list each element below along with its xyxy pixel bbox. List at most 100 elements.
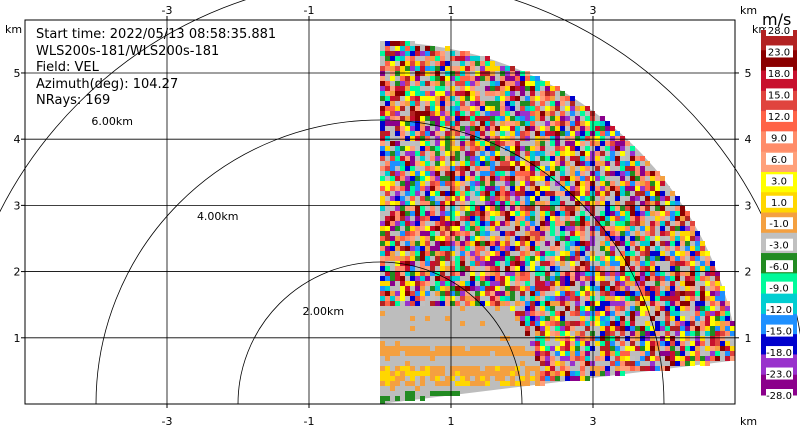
velocity-cell <box>540 321 545 326</box>
velocity-cell <box>470 61 475 66</box>
velocity-cell <box>615 296 620 301</box>
velocity-cell <box>380 341 385 346</box>
velocity-cell <box>500 91 505 96</box>
velocity-cell <box>465 381 470 386</box>
velocity-cell <box>635 246 640 251</box>
velocity-cell <box>730 321 735 326</box>
velocity-cell <box>555 326 560 331</box>
velocity-cell <box>420 251 425 256</box>
velocity-cell <box>405 346 410 351</box>
velocity-cell <box>410 381 415 386</box>
velocity-cell <box>400 371 405 376</box>
x-tick-label-top: -3 <box>162 4 173 17</box>
velocity-cell <box>450 161 455 166</box>
velocity-cell <box>420 171 425 176</box>
velocity-cell <box>630 181 635 186</box>
velocity-cell <box>405 216 410 221</box>
velocity-cell <box>420 226 425 231</box>
velocity-cell <box>455 51 460 56</box>
velocity-cell <box>445 191 450 196</box>
velocity-cell <box>600 166 605 171</box>
velocity-cell <box>570 106 575 111</box>
velocity-cell <box>670 236 675 241</box>
velocity-cell <box>435 56 440 61</box>
velocity-cell <box>430 206 435 211</box>
velocity-cell <box>610 296 615 301</box>
velocity-cell <box>390 171 395 176</box>
velocity-cell <box>590 296 595 301</box>
velocity-cell <box>545 271 550 276</box>
velocity-cell <box>555 361 560 366</box>
velocity-cell <box>400 286 405 291</box>
velocity-cell <box>455 346 460 351</box>
velocity-cell <box>475 291 480 296</box>
velocity-cell <box>415 251 420 256</box>
velocity-cell <box>480 206 485 211</box>
velocity-cell <box>380 146 385 151</box>
velocity-cell <box>505 126 510 131</box>
velocity-cell <box>580 181 585 186</box>
velocity-cell <box>455 71 460 76</box>
velocity-cell <box>480 301 485 306</box>
velocity-cell <box>435 151 440 156</box>
velocity-cell <box>615 196 620 201</box>
velocity-cell <box>590 331 595 336</box>
velocity-cell <box>560 231 565 236</box>
velocity-cell <box>405 61 410 66</box>
velocity-cell <box>540 356 545 361</box>
velocity-cell <box>655 356 660 361</box>
velocity-cell <box>510 201 515 206</box>
velocity-cell <box>565 96 570 101</box>
velocity-cell <box>680 351 685 356</box>
velocity-cell <box>465 281 470 286</box>
velocity-cell <box>490 171 495 176</box>
velocity-cell <box>680 301 685 306</box>
velocity-cell <box>390 256 395 261</box>
velocity-cell <box>540 236 545 241</box>
velocity-cell <box>490 71 495 76</box>
velocity-cell <box>720 341 725 346</box>
velocity-cell <box>540 171 545 176</box>
velocity-cell <box>570 131 575 136</box>
velocity-cell <box>440 111 445 116</box>
velocity-cell <box>435 276 440 281</box>
velocity-cell <box>410 151 415 156</box>
velocity-cell <box>490 206 495 211</box>
colorbar-tick-label: 9.0 <box>771 133 787 144</box>
velocity-cell <box>405 221 410 226</box>
colorbar-label-bg <box>766 88 793 101</box>
velocity-cell <box>515 306 520 311</box>
velocity-cell <box>480 286 485 291</box>
velocity-cell <box>665 301 670 306</box>
velocity-cell <box>430 176 435 181</box>
velocity-cell <box>575 346 580 351</box>
velocity-cell <box>535 186 540 191</box>
velocity-cell <box>500 296 505 301</box>
velocity-cell <box>390 136 395 141</box>
velocity-cell <box>380 156 385 161</box>
velocity-cell <box>390 71 395 76</box>
velocity-cell <box>495 266 500 271</box>
velocity-cell <box>570 371 575 376</box>
velocity-cell <box>450 186 455 191</box>
velocity-cell <box>615 241 620 246</box>
velocity-cell <box>495 281 500 286</box>
velocity-cell <box>445 266 450 271</box>
velocity-cell <box>575 376 580 381</box>
velocity-cell <box>420 51 425 56</box>
velocity-cell <box>450 136 455 141</box>
velocity-cell <box>650 341 655 346</box>
velocity-cell <box>400 206 405 211</box>
velocity-cell <box>440 146 445 151</box>
colorbar-label-bg <box>766 109 793 122</box>
velocity-cell <box>645 316 650 321</box>
velocity-cell <box>390 56 395 61</box>
velocity-cell <box>460 181 465 186</box>
velocity-cell <box>655 286 660 291</box>
velocity-cell <box>605 356 610 361</box>
velocity-cell <box>395 341 400 346</box>
velocity-cell <box>615 336 620 341</box>
velocity-cell <box>670 241 675 246</box>
velocity-cell <box>410 291 415 296</box>
velocity-cell <box>505 96 510 101</box>
